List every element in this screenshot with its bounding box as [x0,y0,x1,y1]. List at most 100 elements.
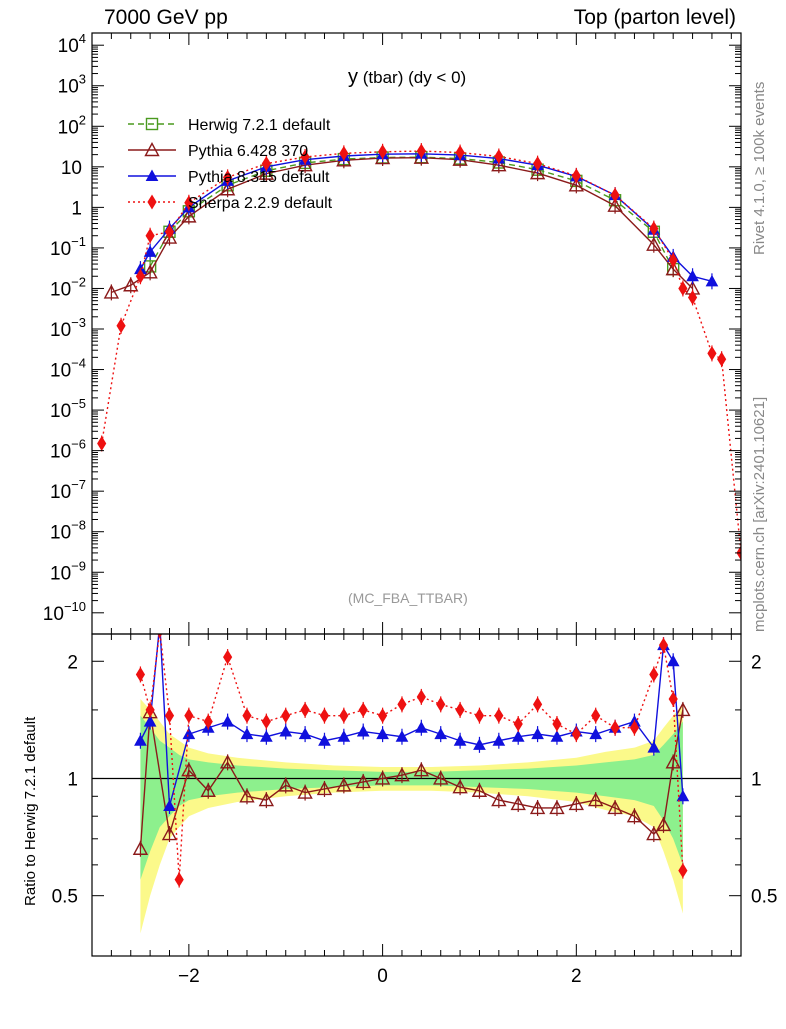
ratio-ylabel: Ratio to Herwig 7.2.1 default [22,716,39,906]
ratio-series-0-point [355,773,371,789]
ratio-series-0-point [433,770,449,785]
ratio-series-0-point [568,796,585,811]
ratio-series-2-point [513,716,523,732]
ratio-series-1-point [134,734,147,746]
ratio-series-2-point [649,666,659,682]
ratio-series-0-point [219,754,236,769]
main-series-3-point [707,345,717,361]
header-left: 7000 GeV pp [104,6,228,29]
ratio-series-0-point [258,792,275,807]
main-ytick-exp: −8 [71,518,86,533]
ratio-series-0-point [316,780,333,796]
ratio-xtick-label: 0 [377,966,388,987]
main-series-3-point [223,169,233,185]
main-series-3-point [455,145,465,161]
ratio-series-1-point [260,730,273,742]
ratio-series-1-point [298,727,312,740]
ratio-series-2-point [494,708,504,724]
main-series-1-point [646,236,662,251]
main-series-3-point [668,252,678,268]
ratio-series-1-point [163,799,176,811]
ratio-series-1-point [318,734,331,746]
ratio-series-2-point [174,872,184,888]
legend-label-2: Pythia 8.315 default [188,169,330,186]
main-ytick-label: 10−7 [50,477,86,503]
plot-title: y (tbar) (dy < 0) [348,66,466,89]
main-ytick-label: 103 [58,72,86,98]
ratio-series-2-point [532,696,543,712]
ratio-series-2-point [668,691,678,707]
main-ytick-exp: −4 [71,356,86,371]
ratio-series-2-point [242,708,252,724]
main-ytick-label: 10−6 [50,437,86,463]
ratio-series-1-point [337,730,351,742]
main-series-1-point [103,284,120,299]
ratio-series-1-point [154,618,165,628]
plot-title-rest: (tbar) (dy < 0) [362,68,467,87]
main-series-2-point [686,269,699,282]
ratio-ytick-label: 0.5 [52,887,78,908]
ratio-series-2-point [610,720,620,736]
main-ytick-exp: 2 [79,112,86,127]
ratio-series-0-point [336,777,352,792]
main-series-1-point [491,157,507,172]
ratio-series-0-point [297,784,313,799]
ratio-series-2-point [474,708,485,724]
legend: Herwig 7.2.1 default Pythia 6.428 370 Pyth… [128,117,333,212]
ratio-series-1-point [279,724,293,737]
main-series-3-point [97,436,107,451]
main-ytick-label: 10−9 [50,558,86,584]
main-series-3-point [687,290,698,305]
main-series-1-point [529,165,546,180]
main-series-1-point [219,181,236,196]
main-series-3-point [300,149,310,165]
main-series-1-point [607,197,623,212]
plot-title-main: y [348,66,358,88]
main-series-1-point [142,264,158,279]
main-ytick-label: 1 [71,198,82,219]
main-ytick-label: 10−10 [43,599,86,625]
main-ytick-base: 10 [50,361,71,382]
ratio-series-2-point [658,637,669,653]
main-series-1-point [568,177,585,192]
main-ytick-label: 10 [61,158,82,179]
ratio-series-0-point [239,788,255,803]
main-ytick-exp: −10 [64,599,86,614]
ratio-frame [91,633,742,957]
ratio-series-0-point [510,796,526,811]
ratio-ytick-label-right: 1 [751,769,762,790]
ratio-series-2-point [203,714,213,730]
ratio-series-0-point [607,799,623,815]
ratio-series-2-point [261,714,271,730]
main-series-3-point [532,156,543,172]
legend-marker-3 [147,194,157,210]
ratio-series-1-point [492,734,506,746]
ratio-series-1-point [531,727,544,740]
main-ytick-base: 10 [50,563,71,584]
ratio-series-2-point [455,702,465,718]
ratio-series-0-point [529,799,546,815]
ratio-series-1-point [182,727,196,740]
ratio-series-0-point [374,770,391,785]
ratio-series-2-point [157,634,163,638]
main-series-3-point [339,145,349,161]
ratio-series-0-point [626,808,643,823]
ratio-series-1-point [647,741,661,753]
ratio-series-2-point [678,863,688,879]
ratio-series-2-point [378,708,388,724]
main-series-1-point [258,165,275,180]
ratio-series-2-point [552,716,562,732]
ratio-series-2-point [223,649,233,665]
main-series-3-point [610,187,620,203]
ratio-series-1-point [376,727,389,740]
main-series [97,143,741,561]
ratio-series-1-point [414,721,428,733]
main-ytick-label: 10−2 [50,274,86,300]
main-ytick-base: 10 [50,482,71,503]
rivet-label: Rivet 4.1.0, ≥ 100k events [751,81,768,255]
legend-marker-1 [144,142,160,157]
main-series-3-point [649,221,659,237]
ratio-series-0-point [646,826,662,841]
